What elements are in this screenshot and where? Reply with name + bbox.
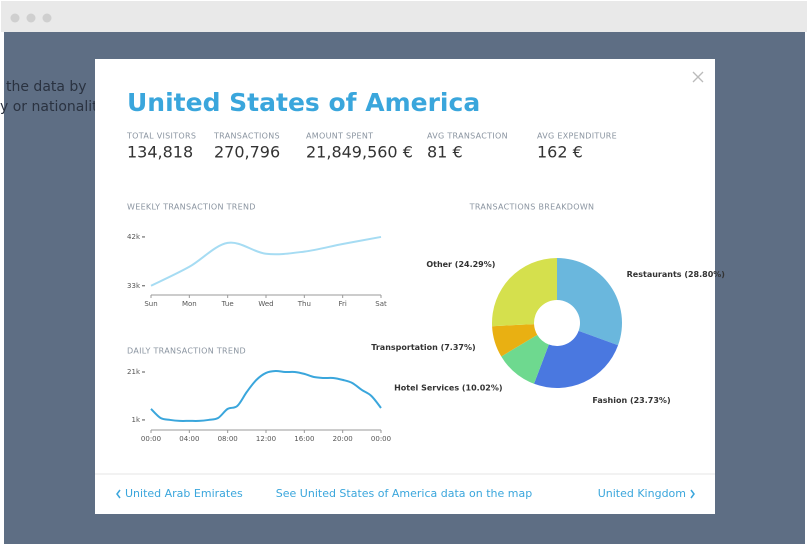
- modal-title: United States of America: [127, 88, 480, 117]
- stat-value: 270,796: [214, 143, 280, 162]
- x-tick-label: 20:00: [333, 435, 353, 443]
- background-text: y or nationality: [0, 99, 106, 115]
- x-tick-label: 00:00: [141, 435, 161, 443]
- close-button[interactable]: [692, 71, 704, 83]
- pie-slice: [501, 334, 549, 384]
- x-tick-label: 08:00: [218, 435, 238, 443]
- x-tick-label: Sun: [144, 300, 157, 308]
- y-tick-label: 21k: [127, 368, 141, 376]
- modal: [95, 59, 715, 514]
- stat-label: AMOUNT SPENT: [306, 132, 373, 141]
- slice-label: Fashion (23.73%): [592, 396, 670, 405]
- trend-line: [150, 235, 382, 287]
- y-tick-label: 42k: [127, 233, 141, 241]
- window-dot: [42, 13, 52, 23]
- x-tick-label: Thu: [297, 300, 311, 308]
- slice-label: Transportation (7.37%): [371, 343, 475, 352]
- slice-label: Hotel Services (10.02%): [394, 384, 502, 393]
- x-tick-label: Tue: [221, 300, 234, 308]
- next-link[interactable]: United Kingdom: [598, 487, 686, 500]
- trend-line: [150, 370, 382, 422]
- stat-value: 81 €: [427, 143, 463, 162]
- x-tick-label: 00:00: [371, 435, 391, 443]
- stat-label: TRANSACTIONS: [213, 132, 280, 141]
- stat-label: AVG EXPENDITURE: [537, 132, 617, 141]
- stat-value: 134,818: [127, 143, 193, 162]
- background-text: the data by: [6, 79, 87, 95]
- stat-label: AVG TRANSACTION: [427, 132, 508, 141]
- pie-slice: [557, 258, 622, 346]
- stat-label: TOTAL VISITORS: [126, 132, 196, 141]
- slice-label: Other (24.29%): [426, 260, 495, 269]
- pie-slice: [492, 324, 538, 357]
- x-tick-label: Wed: [258, 300, 273, 308]
- chart-title: DAILY TRANSACTION TREND: [127, 347, 246, 356]
- stat-value: 21,849,560 €: [306, 143, 413, 162]
- slice-label: Restaurants (28.80%): [627, 270, 725, 279]
- chevron-right: [690, 489, 695, 499]
- pie-slice: [533, 330, 619, 388]
- y-tick-label: 1k: [131, 416, 140, 424]
- map-link[interactable]: See United States of America data on the…: [276, 487, 532, 500]
- chevron-left: [116, 489, 121, 499]
- window-dot: [26, 13, 36, 23]
- y-tick-label: 33k: [127, 282, 141, 290]
- title-bar: [1, 1, 807, 32]
- prev-link[interactable]: United Arab Emirates: [125, 487, 243, 500]
- chart-title: WEEKLY TRANSACTION TREND: [127, 203, 256, 212]
- x-tick-label: 16:00: [294, 435, 314, 443]
- stat-value: 162 €: [537, 143, 583, 162]
- window-dot: [10, 13, 20, 23]
- chart-title: TRANSACTIONS BREAKDOWN: [469, 203, 595, 212]
- x-tick-label: Fri: [338, 300, 346, 308]
- x-tick-label: 04:00: [179, 435, 199, 443]
- x-tick-label: Mon: [182, 300, 197, 308]
- pie-slice: [492, 258, 557, 327]
- x-tick-label: Sat: [375, 300, 387, 308]
- x-tick-label: 12:00: [256, 435, 276, 443]
